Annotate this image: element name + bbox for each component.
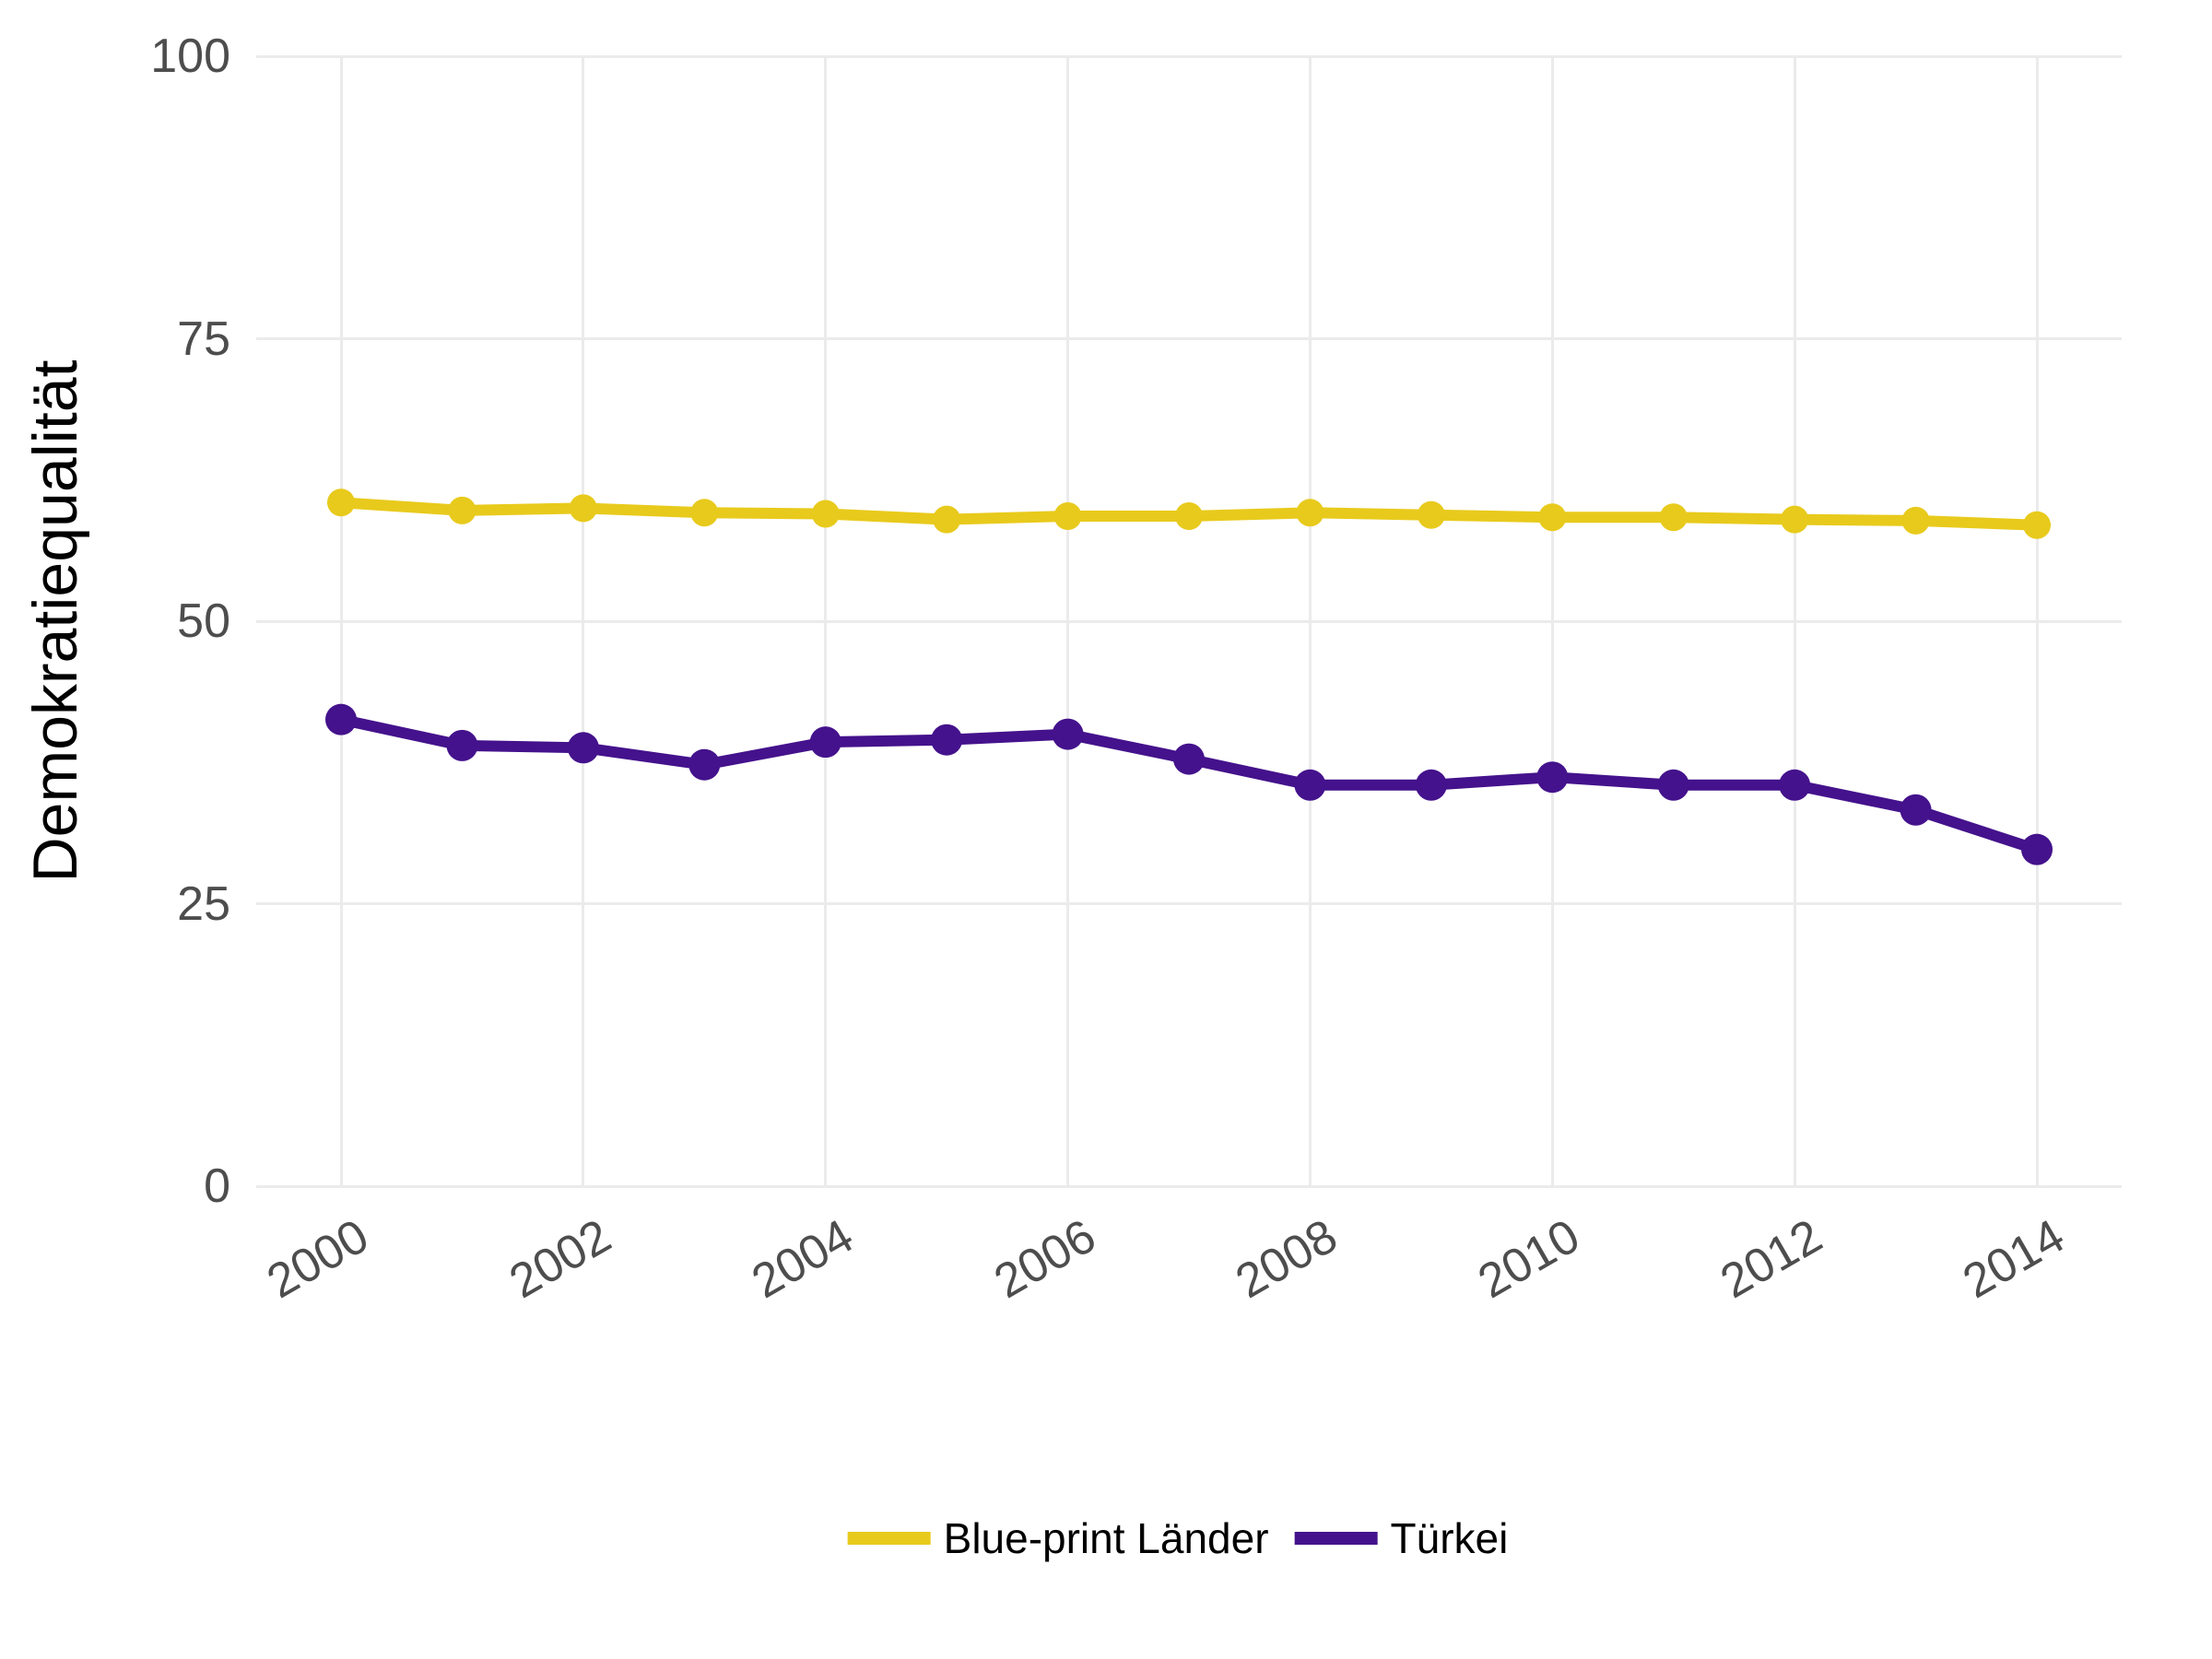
series-marker [446,730,477,761]
series-marker [325,704,357,735]
series-marker [1781,506,1808,534]
series-marker [931,724,962,756]
series-marker [812,500,840,528]
series-marker [1900,794,1932,826]
series-marker [1660,503,1688,531]
series-marker [690,499,718,526]
y-axis-title: Demokratiequalität [19,360,91,883]
series-marker [570,494,597,522]
series-marker [1538,503,1566,531]
series-marker [1658,770,1689,801]
series-marker [933,506,960,534]
series-marker [1173,744,1205,775]
legend-item: Blue-print Länder [848,1513,1269,1563]
series-marker [327,488,355,516]
legend: Blue-print Länder Türkei [848,1513,1509,1563]
y-tick-label: 75 [177,312,256,367]
series-marker [1296,499,1324,526]
series-svg [256,56,2122,1186]
legend-item: Türkei [1295,1513,1509,1563]
series-marker [1779,770,1810,801]
series-marker [1418,501,1445,529]
legend-label: Blue-print Länder [944,1513,1269,1563]
series-marker [2023,512,2051,539]
y-tick-label: 100 [150,29,256,84]
legend-swatch [1295,1520,1378,1557]
series-marker [1175,502,1203,530]
series-marker [2021,834,2053,865]
series-marker [568,732,599,763]
y-tick-label: 0 [204,1159,256,1214]
series-marker [810,726,841,758]
series-marker [1536,761,1568,793]
y-tick-label: 50 [177,594,256,649]
legend-label: Türkei [1391,1513,1509,1563]
series-marker [448,497,476,524]
legend-swatch [848,1520,931,1557]
series-marker [1416,770,1447,801]
series-marker [1294,770,1325,801]
plot-area: 0255075100200020022004200620082010201220… [256,56,2122,1186]
chart-container: Demokratiequalität 025507510020002002200… [0,0,2212,1659]
series-marker [688,749,720,781]
series-marker [1054,502,1082,530]
series-marker [1053,719,1084,750]
series-marker [1902,507,1930,535]
y-tick-label: 25 [177,877,256,932]
